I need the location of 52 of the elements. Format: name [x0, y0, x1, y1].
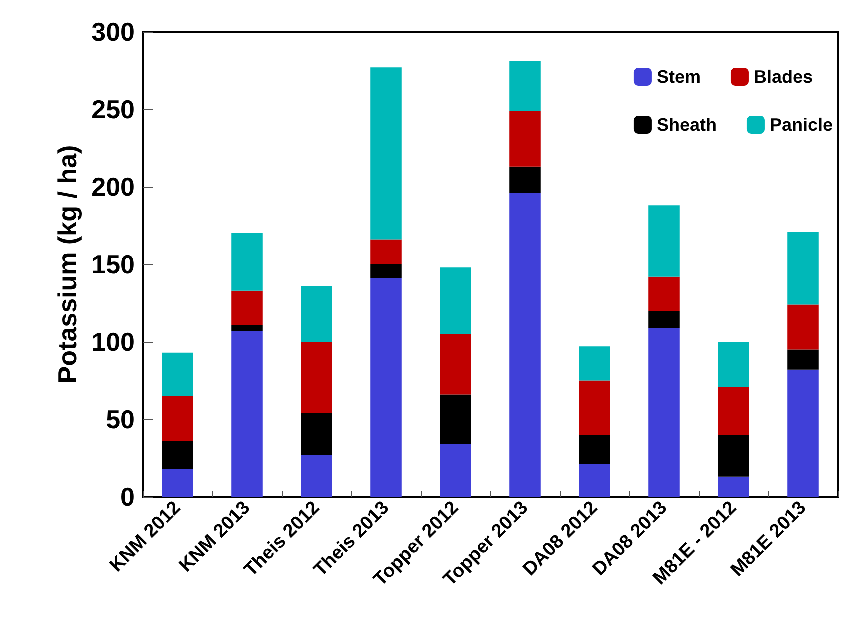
bar [162, 441, 194, 470]
y-tick-label: 100 [92, 327, 135, 357]
bar [301, 455, 332, 497]
legend-label: Panicle [770, 115, 834, 135]
bar [648, 276, 680, 311]
y-axis-title: Potassium (kg / ha) [52, 145, 83, 384]
bar [579, 380, 610, 435]
bar [162, 396, 194, 442]
bar [788, 232, 819, 305]
bar [370, 278, 402, 497]
bar [579, 464, 610, 497]
bar [301, 286, 332, 342]
legend-label: Sheath [656, 115, 717, 135]
bar [510, 193, 541, 497]
bar [718, 476, 750, 497]
bar [788, 350, 819, 370]
bar [510, 111, 541, 167]
bar [788, 304, 819, 350]
y-tick-label: 250 [92, 94, 135, 124]
bar [370, 240, 402, 264]
bar [440, 334, 472, 395]
bar [232, 324, 263, 332]
bar [788, 370, 819, 497]
bar [370, 68, 402, 240]
bar [648, 311, 680, 328]
bar [718, 435, 750, 477]
bar [232, 290, 263, 325]
bar [510, 61, 541, 112]
bar [162, 469, 194, 497]
y-tick-label: 150 [92, 250, 135, 280]
legend-label: Blades [754, 67, 813, 87]
bar [510, 166, 541, 194]
bar [232, 331, 263, 497]
bar [301, 342, 332, 414]
bar [648, 328, 680, 497]
bar [440, 444, 472, 497]
y-tick-label: 300 [92, 17, 135, 47]
bar [718, 386, 750, 435]
bar [579, 435, 610, 464]
bar [440, 394, 472, 444]
bar [232, 234, 263, 291]
bar [718, 342, 750, 387]
bar [579, 346, 610, 381]
y-tick-label: 50 [106, 404, 135, 434]
bar [370, 264, 402, 278]
bar [648, 206, 680, 277]
y-tick-label: 0 [120, 482, 135, 512]
bar [162, 352, 194, 396]
bar [301, 413, 332, 456]
legend-label: Stem [656, 67, 701, 87]
bar [440, 268, 472, 334]
y-tick-label: 200 [92, 172, 135, 202]
